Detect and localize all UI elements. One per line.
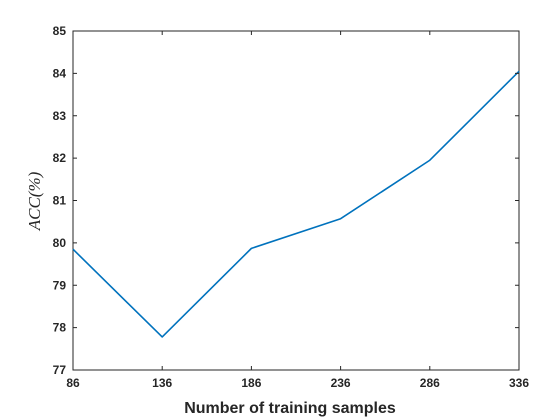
series-line [72, 70, 520, 338]
x-tick-label: 186 [241, 376, 261, 390]
x-axis-title: Number of training samples [184, 400, 396, 417]
y-tick-label: 82 [53, 151, 67, 165]
plot-frame [72, 30, 520, 371]
plot-area [72, 30, 520, 371]
y-axis-title: ACC(%) [25, 171, 44, 231]
y-tick-label: 85 [53, 24, 67, 38]
x-tick-label: 236 [331, 376, 351, 390]
x-tick-label: 286 [420, 376, 440, 390]
y-tick-label: 78 [53, 321, 67, 335]
y-tick-label: 83 [53, 109, 67, 123]
y-tick-label: 81 [53, 194, 67, 208]
y-tick-label: 84 [53, 66, 67, 80]
y-tick-label: 79 [53, 278, 67, 292]
y-tick-label: 77 [53, 363, 67, 377]
x-tick-label: 86 [66, 376, 80, 390]
y-tick-label: 80 [53, 236, 67, 250]
x-tick-label: 136 [152, 376, 172, 390]
x-tick-label: 336 [509, 376, 529, 390]
axis-ticks: 86 136 186 236 286 336 77 78 79 80 81 82 83 84 85 [53, 24, 530, 390]
